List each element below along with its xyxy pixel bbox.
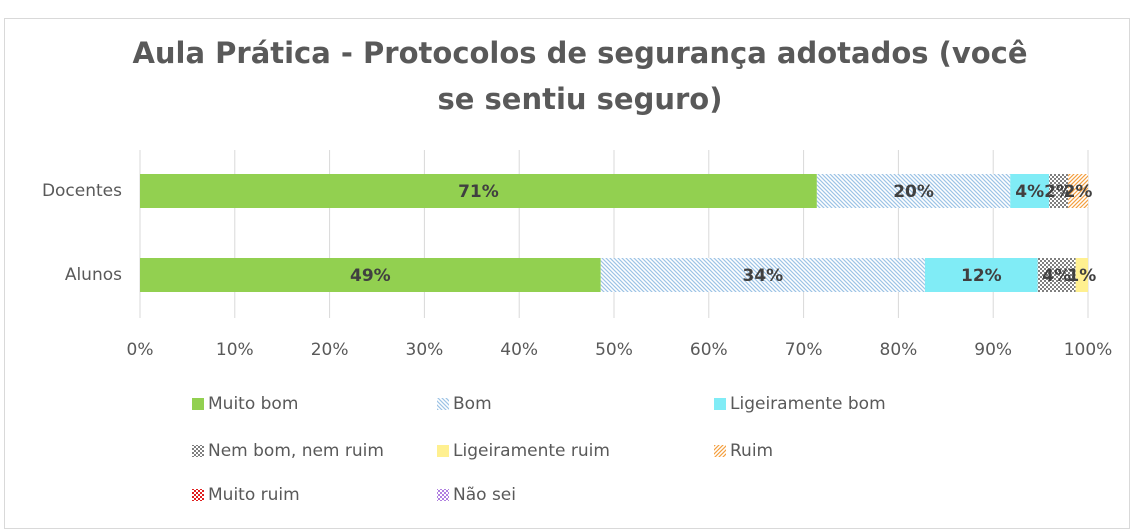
x-tick-label: 30% bbox=[406, 340, 444, 360]
x-tick-label: 70% bbox=[785, 340, 823, 360]
bar-segment bbox=[924, 258, 1038, 292]
bar-segment bbox=[1075, 258, 1088, 292]
legend-label: Não sei bbox=[453, 485, 516, 505]
bar-segment bbox=[816, 174, 1011, 208]
legend-swatch bbox=[192, 398, 204, 410]
data-label: 2% bbox=[1044, 182, 1073, 202]
legend-label: Nem bom, nem ruim bbox=[208, 441, 384, 461]
data-label: 34% bbox=[742, 266, 783, 286]
x-tick-label: 50% bbox=[595, 340, 633, 360]
bar-segment bbox=[140, 174, 817, 208]
legend-swatch bbox=[192, 445, 204, 457]
legend-label: Ruim bbox=[730, 441, 773, 461]
data-label: 49% bbox=[350, 266, 391, 286]
bar-segment bbox=[140, 258, 601, 292]
x-tick-label: 20% bbox=[311, 340, 349, 360]
x-tick-label: 60% bbox=[690, 340, 728, 360]
legend-label: Ligeiramente ruim bbox=[453, 441, 610, 461]
y-tick-label: Docentes bbox=[42, 181, 122, 201]
chart-title: Aula Prática - Protocolos de segurança a… bbox=[132, 36, 1028, 116]
legend-swatch bbox=[437, 445, 449, 457]
data-label: 12% bbox=[961, 266, 1002, 286]
data-label: 4% bbox=[1015, 182, 1044, 202]
y-tick-label: Alunos bbox=[65, 265, 122, 285]
x-tick-label: 80% bbox=[880, 340, 918, 360]
x-tick-label: 40% bbox=[500, 340, 538, 360]
legend-swatch bbox=[714, 398, 726, 410]
data-label: 4% bbox=[1042, 266, 1071, 286]
data-label: 1% bbox=[1067, 266, 1096, 286]
legend-swatch bbox=[192, 489, 204, 501]
bar-segment bbox=[1037, 258, 1076, 292]
legend-label: Bom bbox=[453, 394, 492, 414]
bar-segment bbox=[1010, 174, 1050, 208]
chart-border bbox=[4, 18, 1130, 529]
x-tick-label: 90% bbox=[974, 340, 1012, 360]
legend-swatch bbox=[714, 445, 726, 457]
legend-swatch bbox=[437, 489, 449, 501]
data-label: 20% bbox=[893, 182, 934, 202]
x-tick-label: 0% bbox=[127, 340, 154, 360]
x-tick-label: 10% bbox=[216, 340, 254, 360]
legend-label: Muito bom bbox=[208, 394, 298, 414]
x-tick-label: 100% bbox=[1064, 340, 1113, 360]
bar-segment bbox=[1049, 174, 1069, 208]
bar-segment bbox=[1068, 174, 1088, 208]
bar-segment bbox=[600, 258, 925, 292]
legend-swatch bbox=[437, 398, 449, 410]
legend-label: Ligeiramente bom bbox=[730, 394, 886, 414]
data-label: 2% bbox=[1064, 182, 1093, 202]
data-label: 71% bbox=[458, 182, 499, 202]
legend-label: Muito ruim bbox=[208, 485, 300, 505]
